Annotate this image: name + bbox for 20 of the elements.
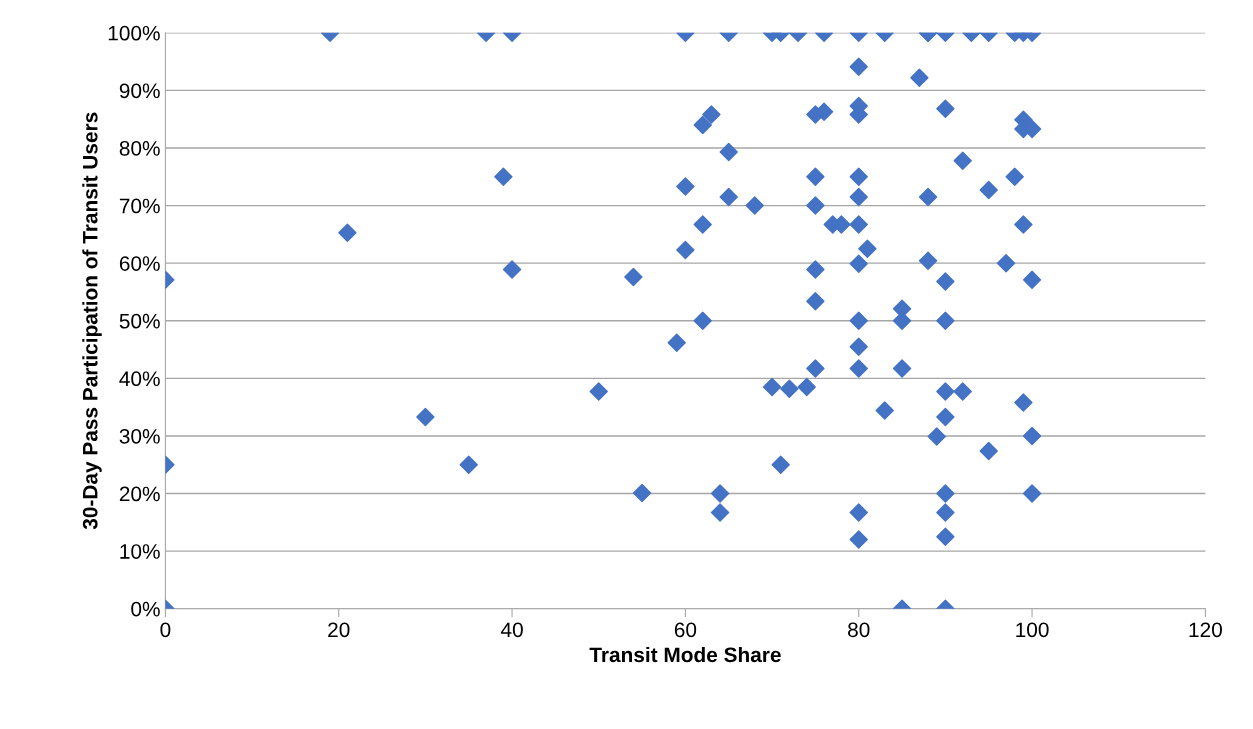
y-tick-label: 40% <box>119 371 160 387</box>
x-tick-label: 40 <box>500 622 523 638</box>
y-tick-label: 90% <box>119 83 160 99</box>
x-tick-label: 80 <box>848 622 870 638</box>
x-tick-label: 20 <box>328 622 350 638</box>
y-tick-label: 80% <box>119 140 160 156</box>
y-tick-label: 10% <box>120 544 160 559</box>
y-axis-title: 30-Day Pass Participation of Transit Users <box>82 112 102 530</box>
x-tick-label: 120 <box>1189 622 1222 638</box>
y-tick-label: 60% <box>119 256 160 271</box>
y-tick-label: 20% <box>119 486 160 502</box>
y-tick-label: 0% <box>131 601 160 617</box>
x-axis-title: Transit Mode Share <box>589 646 781 663</box>
x-tick-label: 100 <box>1016 622 1049 638</box>
y-tick-label: 30% <box>119 428 160 444</box>
y-tick-label: 100% <box>108 25 160 41</box>
x-tick-label: 0 <box>160 622 171 638</box>
y-tick-label: 70% <box>119 198 160 214</box>
x-tick-label: 60 <box>674 622 697 638</box>
y-tick-label: 50% <box>119 313 160 329</box>
